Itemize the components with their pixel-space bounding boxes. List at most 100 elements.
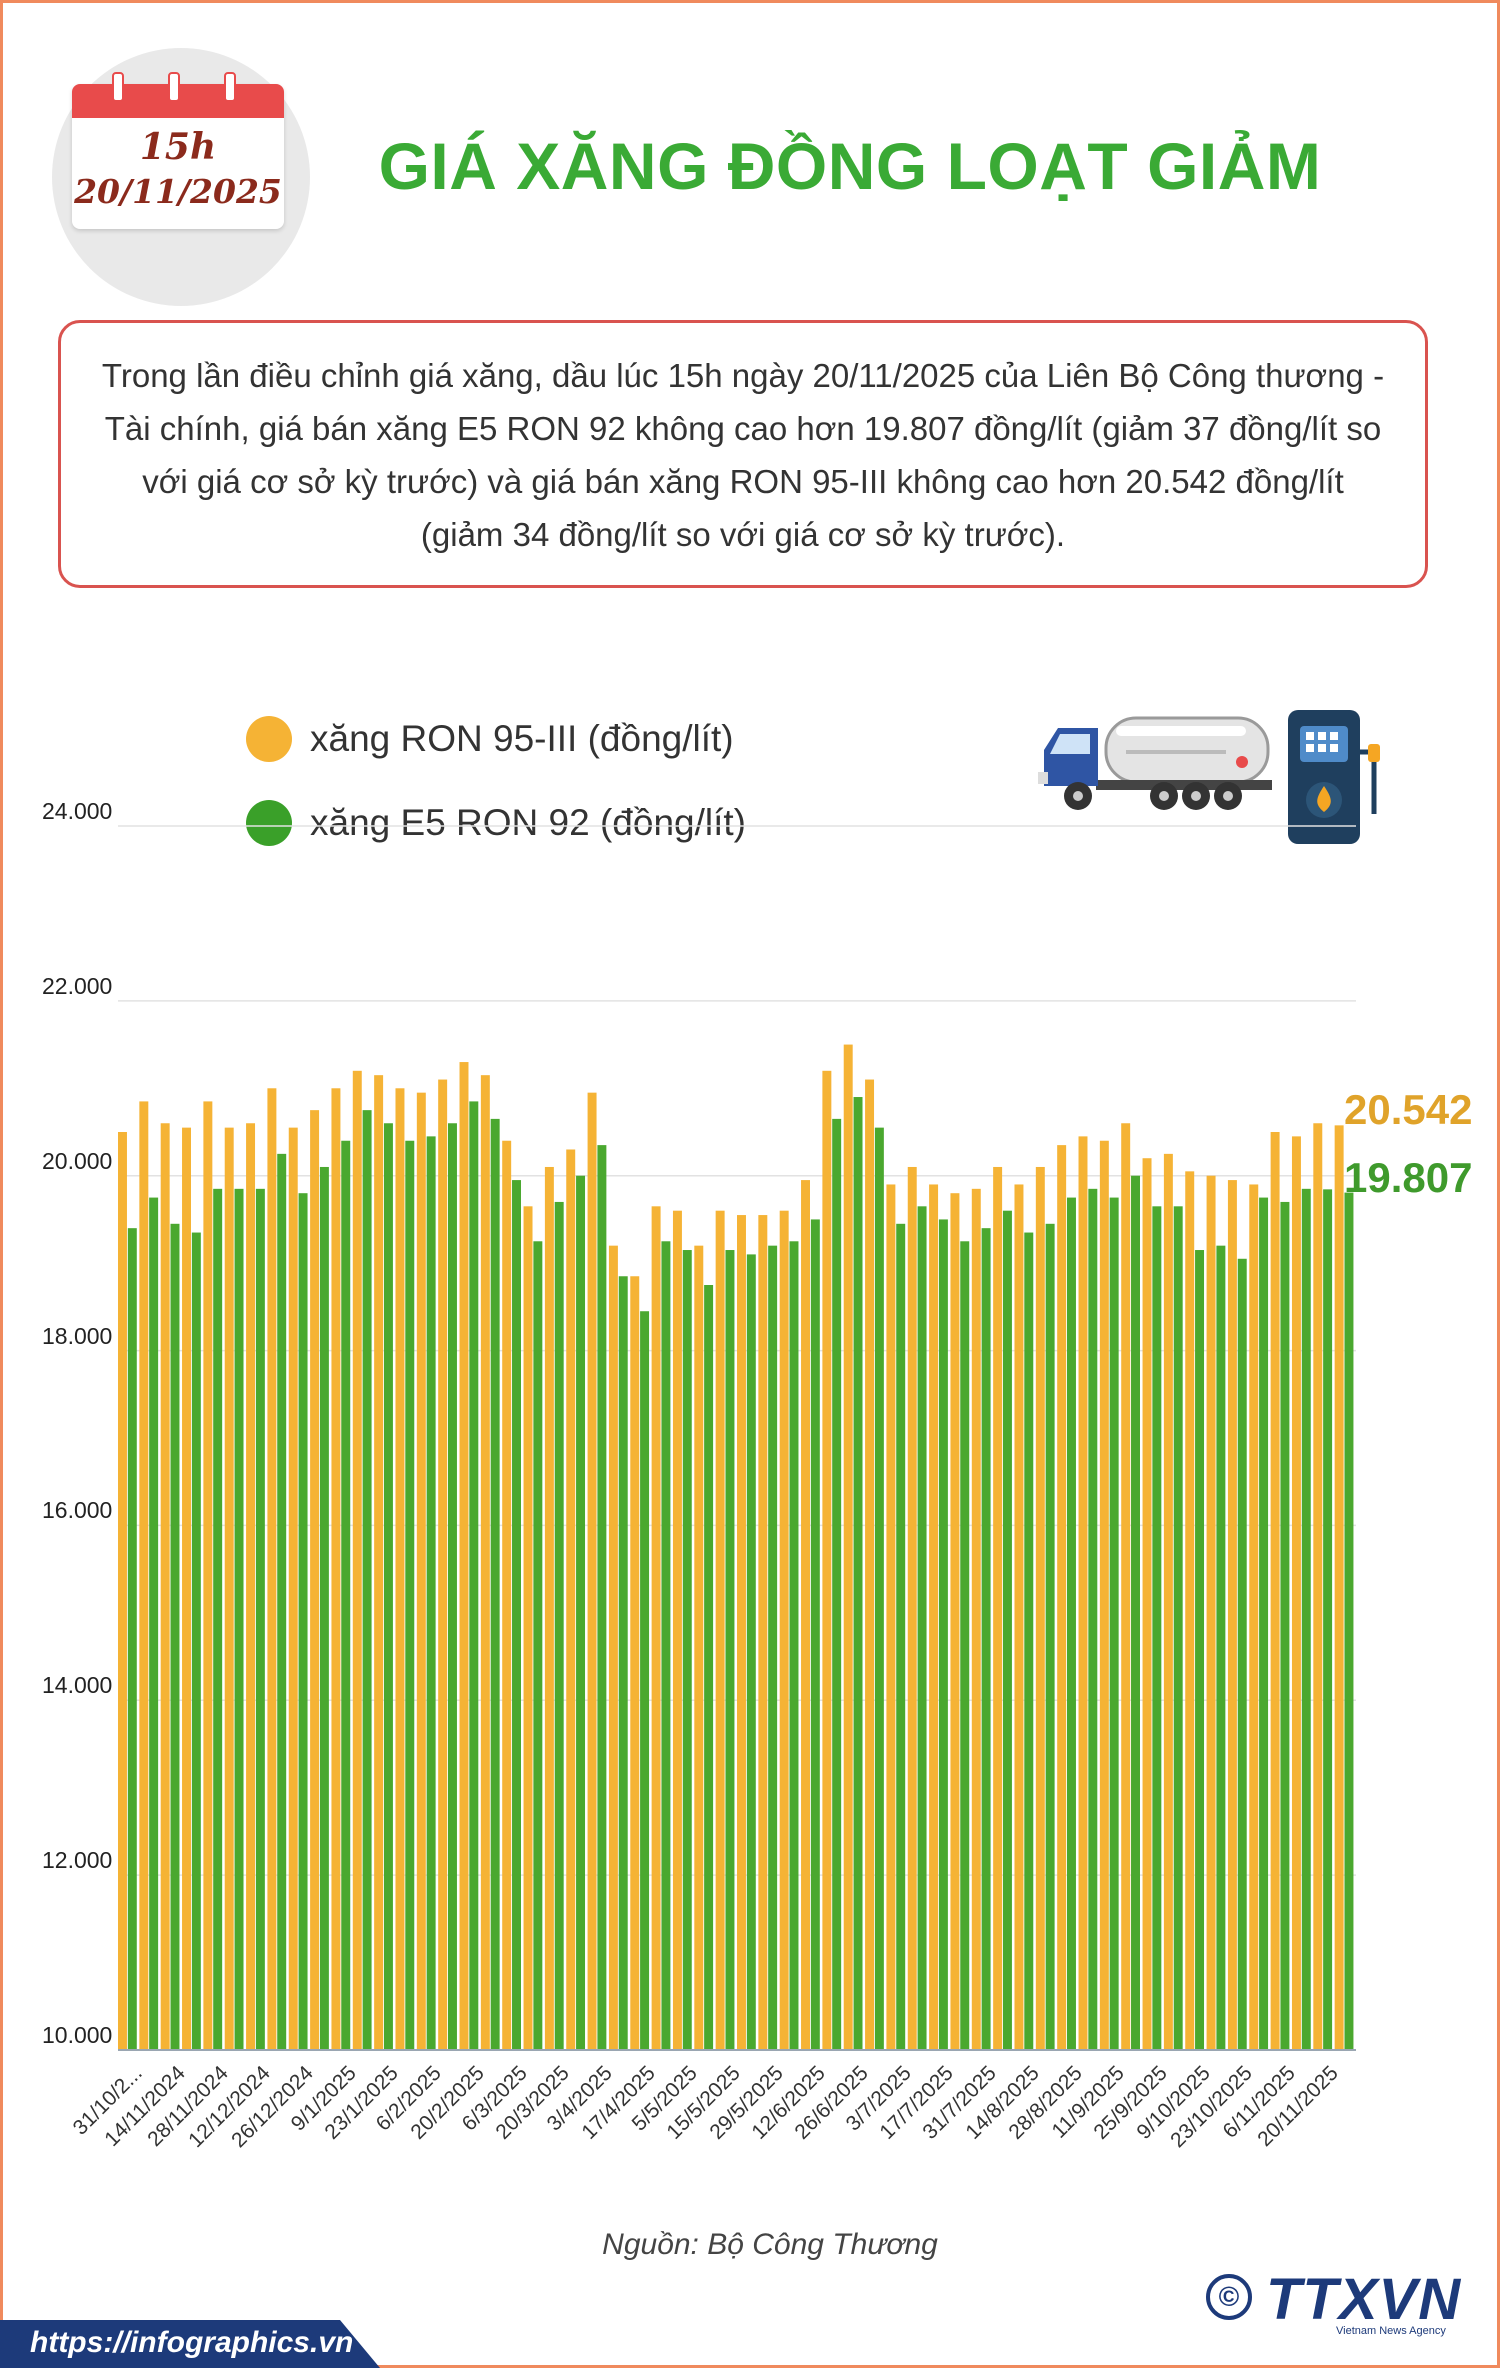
bar-ron95 — [737, 1215, 746, 2050]
bar-e5 — [832, 1118, 842, 2050]
bar-ron95 — [1227, 1180, 1237, 2050]
bar-e5 — [1088, 1188, 1098, 2050]
page-title: GIÁ XĂNG ĐỒNG LOẠT GIẢM — [378, 129, 1322, 203]
bar-ron95 — [544, 1166, 554, 2050]
bar-ron95 — [608, 1245, 618, 2050]
bar-ron95 — [1249, 1184, 1259, 2050]
bar-e5 — [960, 1241, 970, 2050]
bar-ron95 — [694, 1245, 704, 2050]
bar-e5 — [810, 1219, 820, 2050]
legend-swatch-e5 — [246, 800, 292, 846]
bar-ron95 — [779, 1210, 789, 2050]
bar-ron95 — [203, 1101, 213, 2050]
bar-e5 — [362, 1110, 372, 2050]
bar-e5 — [789, 1241, 799, 2050]
bar-e5 — [1131, 1175, 1140, 2050]
bar-ron95 — [822, 1070, 832, 2050]
calendar-ring — [112, 72, 124, 102]
bar-e5 — [682, 1250, 692, 2050]
bar-ron95 — [630, 1276, 640, 2050]
bar-ron95 — [438, 1079, 448, 2050]
bar-ron95 — [843, 1044, 853, 2050]
bar-ron95 — [651, 1206, 661, 2050]
bar-ron95 — [1270, 1132, 1280, 2050]
bar-e5 — [917, 1206, 927, 2050]
bar-e5 — [618, 1276, 628, 2050]
bar-ron95 — [502, 1140, 512, 2050]
bar-ron95 — [1313, 1123, 1323, 2050]
y-tick-label: 14.000 — [42, 1672, 113, 1699]
bar-ron95 — [374, 1075, 384, 2050]
bar-ron95 — [950, 1193, 960, 2050]
calendar-ring — [168, 72, 180, 102]
bar-e5 — [234, 1188, 244, 2050]
bar-e5 — [725, 1250, 735, 2050]
source-note: Nguồn: Bộ Công Thương — [602, 2228, 938, 2261]
bar-e5 — [938, 1219, 948, 2050]
bar-ron95 — [459, 1062, 469, 2050]
bar-ron95 — [907, 1166, 917, 2050]
bar-e5 — [874, 1127, 884, 2050]
bar-ron95 — [523, 1206, 533, 2050]
bar-ron95 — [971, 1188, 981, 2050]
fuel-pump-icon — [1288, 710, 1380, 844]
bar-e5 — [277, 1153, 287, 2050]
bar-ron95 — [267, 1088, 277, 2050]
bar-ron95 — [480, 1075, 490, 2050]
bar-e5 — [1045, 1223, 1055, 2050]
bar-e5 — [746, 1254, 756, 2050]
bar-ron95 — [1142, 1158, 1152, 2050]
bar-e5 — [1066, 1197, 1076, 2050]
bar-ron95 — [395, 1088, 405, 2050]
bar-e5 — [1280, 1201, 1290, 2050]
footer-url[interactable]: https://infographics.vn — [30, 2326, 354, 2359]
bar-e5 — [447, 1123, 457, 2050]
bar-e5 — [597, 1145, 607, 2050]
bar-ron95 — [288, 1127, 298, 2050]
bar-e5 — [640, 1311, 650, 2050]
bar-ron95 — [672, 1210, 682, 2050]
bar-e5 — [1323, 1189, 1333, 2050]
bar-e5 — [512, 1180, 521, 2050]
bar-ron95 — [1291, 1136, 1301, 2050]
intro-box: Trong lần điều chỉnh giá xăng, dầu lúc 1… — [58, 320, 1428, 588]
bar-ron95 — [1334, 1125, 1344, 2050]
y-tick-label: 22.000 — [42, 972, 113, 999]
bar-ron95 — [139, 1101, 149, 2050]
bar-e5 — [576, 1175, 586, 2050]
bar-ron95 — [1121, 1123, 1131, 2050]
legend-label-ron95: xăng RON 95-III (đồng/lít) — [310, 718, 734, 759]
bar-e5 — [149, 1197, 159, 2050]
bar-ron95 — [758, 1215, 768, 2050]
bar-ron95 — [182, 1127, 191, 2050]
bar-ron95 — [1078, 1136, 1088, 2050]
bar-e5 — [1195, 1250, 1205, 2050]
bar-e5 — [426, 1136, 436, 2050]
y-tick-label: 24.000 — [42, 798, 113, 824]
bar-e5 — [1173, 1206, 1183, 2050]
bar-e5 — [383, 1123, 393, 2050]
legend-swatch-ron95 — [246, 716, 292, 762]
bar-ron95 — [224, 1127, 234, 2050]
bar-e5 — [1002, 1210, 1012, 2050]
calendar-time: 15h — [139, 126, 217, 168]
bar-ron95 — [566, 1149, 576, 2050]
bar-e5 — [191, 1232, 201, 2050]
bar-ron95 — [160, 1123, 170, 2050]
logo-subtitle: Vietnam News Agency — [1336, 2325, 1446, 2337]
bar-e5 — [768, 1245, 778, 2050]
bar-ron95 — [993, 1166, 1003, 2050]
bar-e5 — [255, 1188, 265, 2050]
bar-ron95 — [801, 1180, 810, 2050]
bar-e5 — [1344, 1192, 1354, 2050]
tanker-truck-icon — [1038, 716, 1272, 810]
bar-e5 — [853, 1097, 863, 2050]
bar-ron95 — [331, 1088, 341, 2050]
end-label-ron95: 20.542 — [1344, 1086, 1473, 1133]
bar-ron95 — [246, 1123, 256, 2050]
calendar-icon: 15h 20/11/2025 — [72, 72, 284, 229]
bar-ron95 — [416, 1092, 426, 2050]
bar-ron95 — [1057, 1145, 1067, 2050]
bar-e5 — [1109, 1197, 1119, 2050]
bar-ron95 — [886, 1184, 896, 2050]
